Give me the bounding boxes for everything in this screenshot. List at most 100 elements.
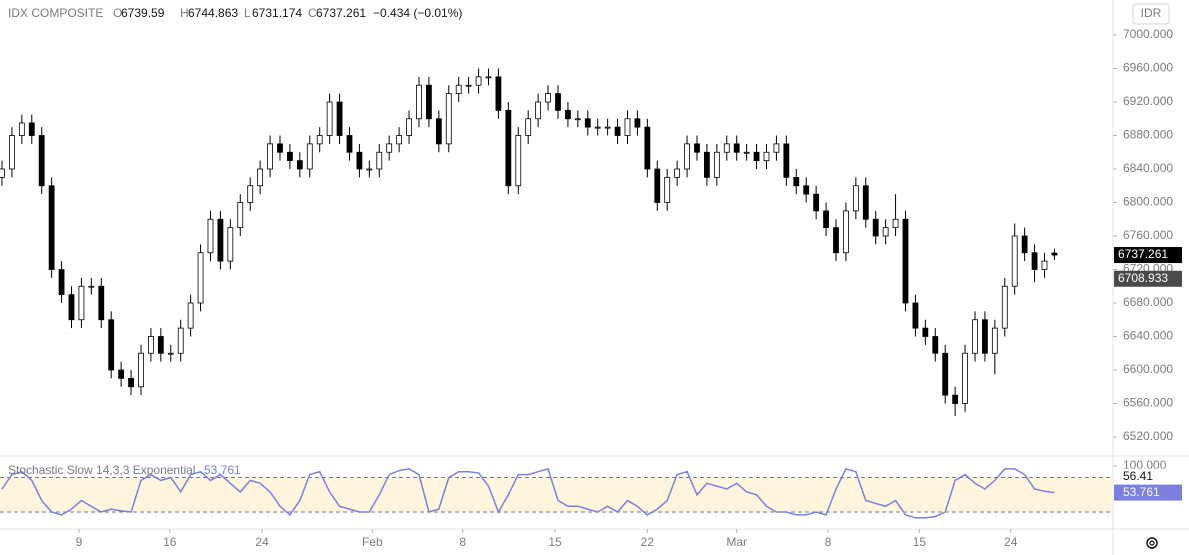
candle-body: [346, 135, 353, 153]
candle-body: [753, 151, 760, 162]
candle-body: [1051, 252, 1058, 256]
candle-body: [108, 319, 115, 371]
candle-body: [157, 336, 164, 354]
candle-body: [574, 118, 581, 121]
candle-body: [545, 93, 551, 103]
candle-body: [902, 218, 909, 304]
candle-body: [1041, 260, 1048, 270]
candle-body: [793, 176, 800, 187]
last-price-label-bg: [1114, 247, 1182, 264]
candle-body: [296, 160, 303, 170]
y-tick-label: 6680.000: [1123, 295, 1173, 309]
marker-price-label-bg: [1114, 270, 1182, 287]
x-tick-label: 9: [76, 535, 83, 549]
candle-body: [28, 122, 35, 136]
candle-body: [713, 151, 720, 178]
candle-body: [167, 352, 174, 355]
candle-body: [1031, 252, 1038, 270]
candle-body: [227, 227, 234, 262]
y-tick-label: 6960.000: [1123, 61, 1173, 75]
candle-body: [624, 118, 631, 136]
candle-body: [138, 352, 144, 388]
ohlc-value: 6739.59: [121, 6, 165, 20]
candle-body: [38, 135, 45, 187]
candle-body: [872, 218, 879, 237]
y-tick-label: 7000.000: [1123, 27, 1173, 41]
candle-body: [833, 227, 839, 254]
stoch-d-label: 56.41: [1123, 469, 1153, 483]
candle-body: [783, 143, 790, 178]
candle-body: [267, 143, 273, 170]
candle-body: [426, 84, 432, 120]
candle-body: [316, 135, 323, 145]
candle-body: [1021, 235, 1028, 254]
candle-body: [674, 168, 681, 178]
candle-body: [88, 285, 95, 288]
candle-body: [197, 252, 204, 304]
candle-body: [634, 118, 641, 128]
candle-body: [475, 76, 482, 86]
ohlc-letter: L: [244, 6, 251, 20]
ohlc-letter: O: [113, 6, 122, 20]
currency[interactable]: IDR: [1141, 6, 1162, 20]
candle-body: [942, 352, 949, 396]
candle-body: [704, 151, 710, 178]
candle-body: [991, 327, 998, 354]
candle-body: [882, 227, 889, 237]
candle-body: [654, 168, 661, 203]
candle-body: [1011, 235, 1018, 287]
candle-body: [98, 285, 105, 321]
candle-body: [366, 168, 373, 171]
candle-body: [773, 143, 780, 153]
candle-body: [416, 84, 422, 120]
candle-body: [664, 176, 671, 203]
stoch-line: [1, 467, 1055, 519]
candle-body: [68, 294, 75, 321]
candle-body: [187, 302, 194, 329]
candle-body: [962, 352, 968, 404]
candle-body: [435, 118, 442, 145]
candle-body: [257, 168, 264, 187]
candle-body: [972, 319, 978, 354]
candle-body: [803, 185, 810, 195]
candle-body: [515, 135, 522, 187]
candle-body: [287, 151, 293, 162]
candle-body: [1001, 285, 1008, 329]
y-tick-label: 6880.000: [1123, 128, 1173, 142]
candle-body: [733, 143, 740, 153]
x-tick-label: 22: [641, 535, 655, 549]
x-tick-label: Mar: [726, 535, 747, 549]
stoch-value: 53.761: [204, 463, 241, 477]
candle-body: [594, 126, 601, 129]
y-tick-label: 6520.000: [1123, 429, 1173, 443]
y-tick-label: 6800.000: [1123, 195, 1173, 209]
candle-body: [555, 93, 561, 111]
y-tick-label: 6600.000: [1123, 362, 1173, 376]
candle-body: [952, 394, 959, 404]
ohlc-letter: H: [180, 6, 189, 20]
candle-body: [356, 151, 363, 170]
x-tick-label: 15: [913, 535, 927, 549]
x-tick-label: 24: [1004, 535, 1018, 549]
candle-body: [485, 76, 492, 79]
x-tick-label: 16: [163, 535, 177, 549]
change-label: −0.434 (−0.01%): [373, 6, 462, 20]
currency-button[interactable]: [1132, 3, 1170, 25]
candle-body: [0, 168, 5, 178]
candle-body: [922, 327, 929, 337]
candle-body: [9, 135, 15, 170]
candle-body: [535, 101, 542, 120]
x-tick-label: Feb: [362, 535, 383, 549]
candle-body: [912, 302, 919, 329]
candle-body: [148, 336, 154, 354]
x-tick-label: 8: [825, 535, 832, 549]
candle-body: [495, 76, 502, 111]
candle-body: [813, 193, 820, 212]
candle-body: [763, 151, 770, 162]
candle-body: [118, 369, 125, 379]
candle-body: [505, 109, 512, 187]
candle-body: [78, 285, 85, 321]
settings-icon[interactable]: [1146, 537, 1158, 549]
candle-body: [862, 185, 869, 220]
